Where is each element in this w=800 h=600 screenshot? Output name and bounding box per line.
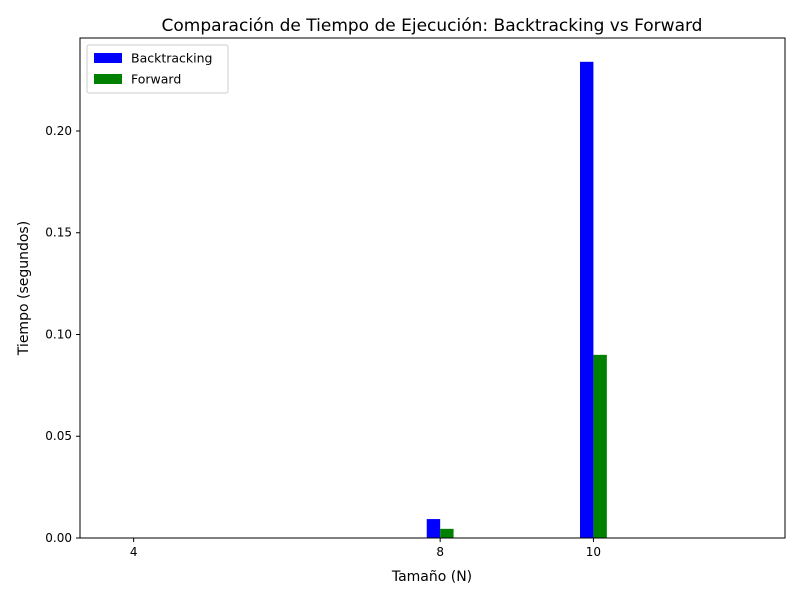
axes-group: 4 8 10 0.00 0.05 0.10 0.15 0.20 bbox=[45, 37, 786, 559]
y-tick-label: 0.15 bbox=[45, 226, 72, 240]
legend-swatch-backtracking bbox=[94, 53, 122, 63]
bar-forward-10 bbox=[593, 354, 607, 538]
x-tick-label: 10 bbox=[586, 545, 601, 559]
x-tick-label: 8 bbox=[436, 545, 444, 559]
y-axis-label: Tiempo (segundos) bbox=[16, 221, 32, 356]
chart-title: Comparación de Tiempo de Ejecución: Back… bbox=[162, 16, 703, 36]
y-tick-label: 0.20 bbox=[45, 124, 72, 138]
legend-box bbox=[86, 44, 229, 94]
y-tick-label: 0.05 bbox=[45, 429, 72, 443]
legend: Backtracking Forward bbox=[86, 44, 229, 94]
bar-forward-8 bbox=[440, 528, 454, 538]
legend-swatch-forward bbox=[94, 74, 122, 84]
y-tick-label: 0.10 bbox=[45, 327, 72, 341]
legend-label-forward: Forward bbox=[131, 72, 181, 87]
x-tick-label: 4 bbox=[130, 545, 138, 559]
legend-label-backtracking: Backtracking bbox=[131, 51, 213, 66]
bar-backtracking-10 bbox=[580, 61, 594, 539]
bars-group bbox=[120, 61, 607, 539]
x-axis-label: Tamaño (N) bbox=[391, 569, 472, 585]
bar-backtracking-8 bbox=[426, 519, 441, 538]
y-tick-label: 0.00 bbox=[45, 531, 72, 545]
plot-frame bbox=[79, 37, 786, 539]
